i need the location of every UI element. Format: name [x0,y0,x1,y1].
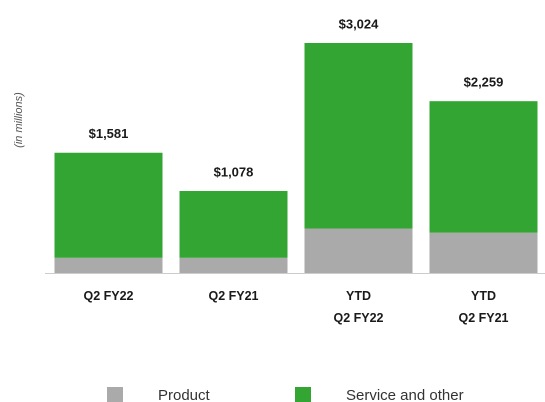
bar-segment [429,101,538,233]
bar-segment [179,257,288,273]
total-label: $1,078 [214,164,254,179]
legend-label: Product [158,387,211,402]
x-tick-label: YTD Q2 FY21 [458,289,508,325]
legend-swatch [295,387,311,402]
total-label: $3,024 [339,16,380,31]
x-tick-label: YTD Q2 FY22 [333,289,383,325]
x-tick-label: Q2 FY21 [208,289,258,303]
bar-segment [54,257,163,273]
bar-segment [429,232,538,273]
x-tick-label: Q2 FY22 [83,289,133,303]
legend-label: Service and other [346,387,464,402]
bar-segment [179,191,288,258]
bar-segment [304,43,413,229]
total-label: $1,581 [89,126,129,141]
y-axis-label: (in millions) [13,92,25,148]
bar-segment [54,152,163,258]
bar-segment [304,228,413,273]
legend-swatch [107,387,123,402]
total-label: $2,259 [464,75,504,90]
